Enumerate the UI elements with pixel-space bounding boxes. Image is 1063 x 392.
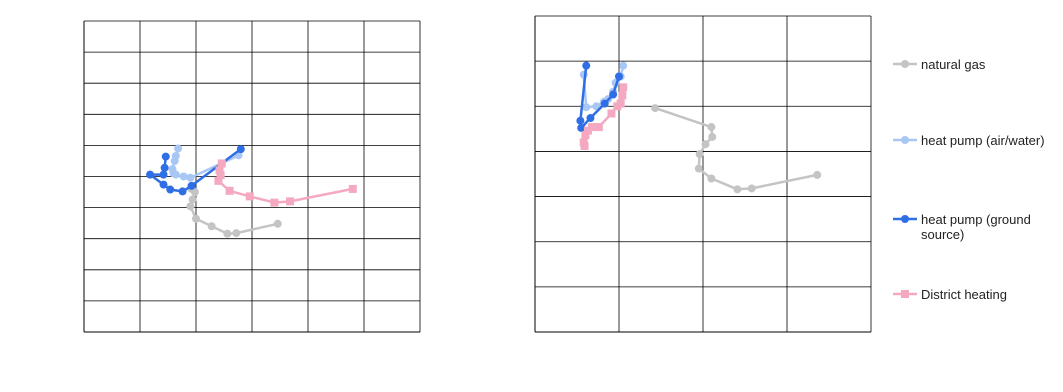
legend-item: heat pump (air/water): [893, 133, 1045, 148]
legend-marker: [901, 136, 909, 144]
data-point: [214, 176, 223, 185]
data-point: [187, 181, 196, 190]
data-point: [588, 123, 597, 132]
data-point: [618, 91, 627, 100]
legend-marker: [901, 60, 909, 68]
legend: natural gas heat pump (air/water) heat pum…: [893, 57, 1045, 302]
data-point: [170, 156, 179, 165]
legend-label: heat pump (ground source): [921, 212, 1031, 242]
data-point: [174, 144, 183, 153]
legend-label: natural gas: [921, 57, 986, 72]
legend-label-line: heat pump (ground: [921, 212, 1031, 227]
data-point: [708, 132, 717, 141]
data-point: [701, 140, 710, 149]
data-point: [586, 114, 595, 123]
legend-item: natural gas: [893, 57, 986, 72]
data-point: [160, 163, 169, 172]
series-district-heating: [214, 159, 357, 207]
data-point: [207, 222, 216, 231]
data-point: [223, 229, 232, 238]
data-point: [348, 184, 357, 193]
data-point: [694, 164, 703, 173]
data-point: [188, 195, 197, 204]
data-point: [273, 219, 282, 228]
chart-primary-energy: [83, 20, 421, 333]
data-point: [582, 61, 591, 70]
legend-label: heat pump (air/water): [921, 133, 1045, 148]
legend-label-line: natural gas: [921, 57, 986, 72]
data-point: [236, 145, 245, 154]
data-point: [171, 170, 180, 179]
data-point: [232, 229, 241, 238]
legend-label-line: heat pump (air/water): [921, 133, 1045, 148]
data-point: [186, 173, 195, 182]
series-district-heating: [579, 83, 628, 151]
legend-label-line: source): [921, 227, 964, 242]
data-point: [146, 170, 155, 179]
chart-emissions: [534, 15, 872, 333]
data-point: [166, 185, 175, 194]
legend-item: District heating: [893, 287, 1007, 302]
series-line: [189, 187, 279, 235]
series-heat-pump-ground-source-: [146, 145, 245, 196]
data-point: [707, 174, 716, 183]
data-point: [215, 166, 224, 175]
data-point: [161, 152, 170, 161]
series-line: [654, 106, 818, 191]
grid: [83, 20, 421, 332]
data-point: [583, 126, 592, 135]
legend-item: heat pump (ground source): [893, 212, 1031, 242]
legend-label-line: District heating: [921, 287, 1007, 302]
series-heat-pump-air-water-: [168, 144, 243, 182]
data-point: [216, 171, 225, 180]
data-point: [600, 99, 609, 108]
data-point: [619, 83, 628, 92]
data-point: [619, 61, 628, 70]
data-point: [813, 170, 822, 179]
data-point: [707, 123, 716, 132]
data-point: [582, 103, 591, 112]
data-point: [186, 202, 195, 211]
data-point: [576, 116, 585, 125]
data-point: [580, 142, 589, 151]
data-point: [609, 90, 618, 99]
data-point: [178, 187, 187, 196]
data-point: [270, 198, 279, 207]
series-heat-pump-ground-source-: [576, 61, 623, 132]
data-point: [159, 170, 168, 179]
data-point: [159, 180, 168, 189]
series-natural-gas: [186, 184, 282, 238]
data-point: [286, 197, 295, 206]
data-point: [245, 192, 254, 201]
data-point: [733, 185, 742, 194]
legend-label: District heating: [921, 287, 1007, 302]
data-point: [651, 104, 660, 113]
legend-marker: [901, 290, 909, 298]
data-point: [615, 72, 623, 81]
data-point: [217, 159, 226, 168]
data-point: [577, 123, 586, 132]
legend-marker: [901, 215, 909, 223]
data-point: [192, 214, 200, 223]
data-point: [613, 102, 622, 111]
data-point: [695, 150, 704, 159]
data-point: [594, 123, 603, 132]
data-point: [179, 172, 188, 181]
data-point: [190, 188, 199, 197]
series-natural-gas: [651, 104, 822, 194]
data-point: [607, 109, 616, 118]
series-line: [217, 163, 354, 204]
data-point: [581, 131, 590, 140]
data-point: [225, 186, 234, 195]
data-point: [747, 184, 756, 193]
